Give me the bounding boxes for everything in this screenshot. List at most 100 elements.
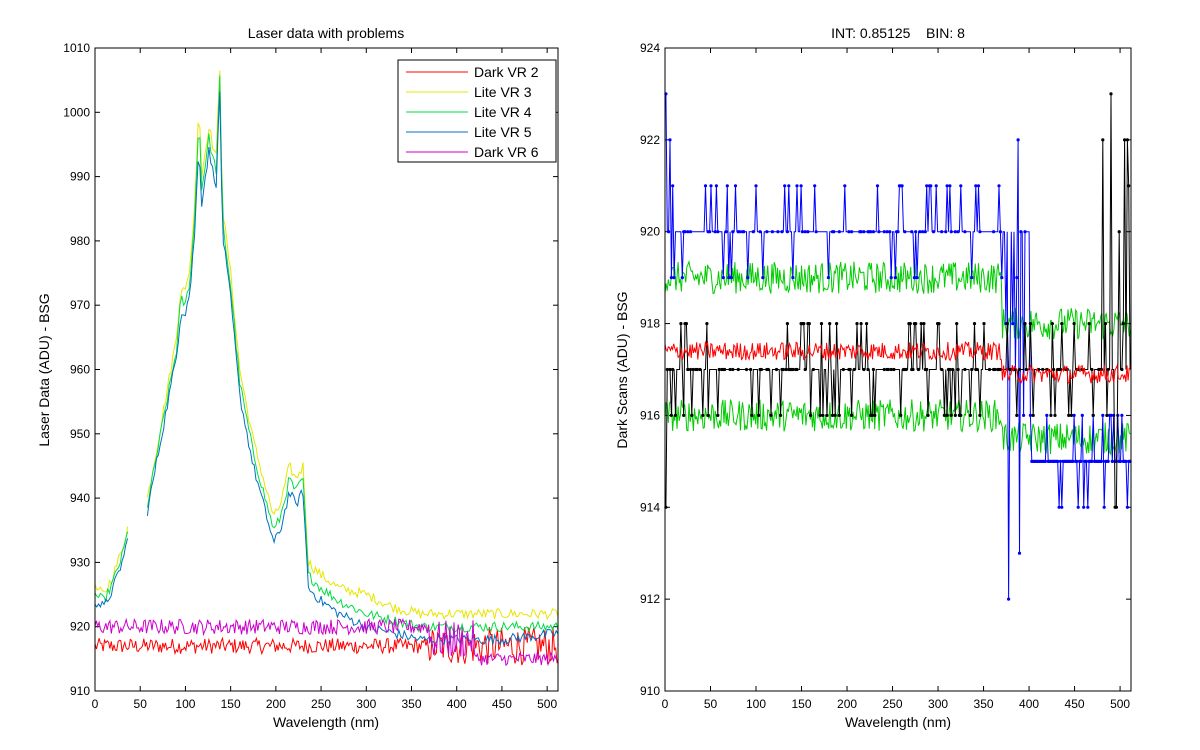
data-point xyxy=(889,276,893,280)
data-point xyxy=(970,367,974,372)
data-point xyxy=(998,230,1003,234)
data-point xyxy=(871,230,876,234)
data-point xyxy=(667,230,671,234)
data-point xyxy=(1050,322,1054,326)
data-point xyxy=(1118,459,1123,463)
data-point xyxy=(765,230,769,234)
data-point xyxy=(869,230,873,234)
right-chart: 0 50 100 150 200 250 300 350 400 450 500 910 912 914 9… xyxy=(614,25,1132,730)
data-point xyxy=(795,184,799,188)
data-point xyxy=(934,184,938,188)
data-point xyxy=(819,322,824,326)
data-point xyxy=(968,413,973,417)
data-point xyxy=(908,322,912,326)
data-point xyxy=(669,413,674,417)
data-point xyxy=(714,184,719,188)
data-point xyxy=(703,184,708,188)
data-point xyxy=(850,413,854,417)
data-point xyxy=(859,322,863,326)
data-point xyxy=(799,184,803,188)
data-point xyxy=(709,184,713,188)
data-point xyxy=(705,322,709,326)
series-line xyxy=(94,531,129,603)
data-point xyxy=(1071,459,1075,463)
data-point xyxy=(832,230,836,234)
data-point xyxy=(1024,367,1028,372)
y-tick-label: 918 xyxy=(640,317,660,331)
data-point xyxy=(1028,322,1032,326)
y-tick-label: 1000 xyxy=(63,105,90,119)
data-point xyxy=(690,413,694,417)
x-tick-label: 350 xyxy=(401,697,421,711)
data-point xyxy=(841,367,846,372)
data-point xyxy=(974,184,978,188)
data-point xyxy=(837,230,841,234)
data-point xyxy=(1052,367,1056,372)
data-point xyxy=(729,276,734,280)
data-point xyxy=(1019,230,1023,234)
data-point xyxy=(701,413,705,417)
data-point xyxy=(803,230,807,234)
data-point xyxy=(744,367,749,372)
data-point xyxy=(1031,413,1035,417)
data-point xyxy=(978,230,982,234)
data-point xyxy=(896,230,900,234)
x-tick-label: 300 xyxy=(356,697,376,711)
data-point xyxy=(791,276,795,280)
data-point xyxy=(706,413,710,417)
data-point xyxy=(683,230,687,234)
data-point xyxy=(949,230,953,234)
data-point xyxy=(668,367,672,372)
y-tick-label: 980 xyxy=(70,234,90,248)
data-point xyxy=(679,322,683,326)
data-point xyxy=(992,230,996,234)
data-point xyxy=(1060,322,1064,326)
data-point xyxy=(1109,413,1113,417)
data-point xyxy=(688,367,693,372)
data-point xyxy=(1120,413,1124,417)
data-point xyxy=(1120,367,1124,372)
data-point xyxy=(754,184,758,188)
data-point xyxy=(818,413,822,417)
data-point xyxy=(746,276,750,280)
data-point xyxy=(1056,459,1060,463)
data-point xyxy=(1022,413,1026,417)
data-point xyxy=(937,322,941,326)
x-tick-label: 500 xyxy=(1110,697,1130,711)
data-point xyxy=(736,367,740,372)
data-point xyxy=(914,230,918,234)
data-point xyxy=(724,230,728,234)
data-point xyxy=(951,367,955,372)
data-point xyxy=(780,230,784,234)
data-point xyxy=(691,367,695,372)
data-point xyxy=(850,230,854,234)
data-point xyxy=(944,230,948,234)
data-point xyxy=(1000,276,1004,280)
data-point xyxy=(919,322,923,326)
data-point xyxy=(873,413,877,417)
data-point xyxy=(859,230,863,234)
x-tick-label: 200 xyxy=(266,697,286,711)
y-tick-label: 924 xyxy=(640,41,660,55)
x-tick-label: 100 xyxy=(746,697,766,711)
data-point xyxy=(885,230,889,234)
data-point xyxy=(713,230,717,234)
x-tick-label: 0 xyxy=(662,697,669,711)
data-point xyxy=(688,230,693,234)
data-point xyxy=(945,184,949,188)
data-point xyxy=(758,230,762,234)
series-line xyxy=(146,75,559,634)
data-point xyxy=(1049,413,1053,417)
data-point xyxy=(911,367,915,372)
y-tick-label: 912 xyxy=(640,592,660,606)
data-point xyxy=(949,413,953,417)
x-tick-label: 200 xyxy=(837,697,857,711)
data-point xyxy=(695,367,699,372)
data-point xyxy=(959,184,963,188)
data-point xyxy=(998,367,1003,372)
data-point xyxy=(997,184,1001,188)
data-point xyxy=(686,367,690,372)
data-point xyxy=(769,413,773,417)
data-point xyxy=(972,322,977,326)
